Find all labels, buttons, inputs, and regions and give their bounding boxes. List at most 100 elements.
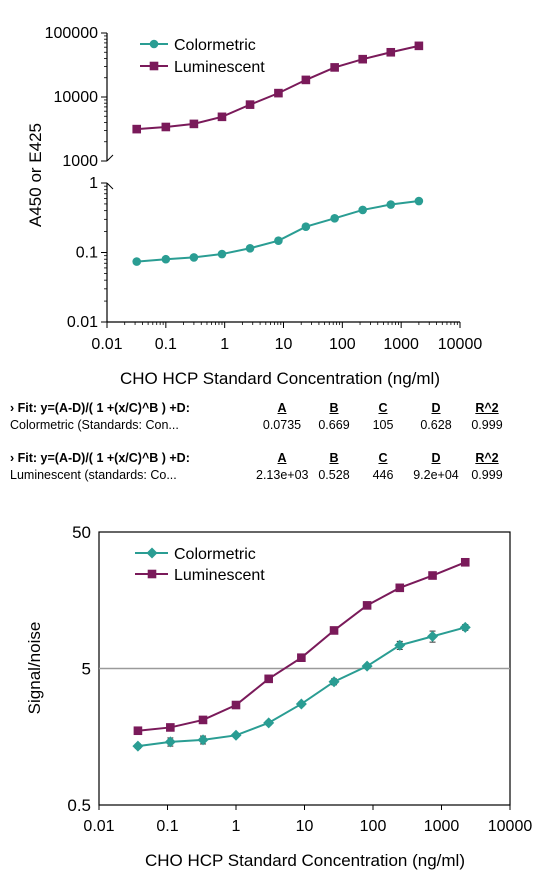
data-point-luminescent	[133, 726, 143, 736]
fit-value-c: 446	[372, 468, 394, 482]
data-point-colormetric	[301, 222, 311, 232]
data-point-luminescent	[362, 601, 372, 610]
legend-label-luminescent: Luminescent	[174, 59, 265, 76]
data-point-luminescent	[166, 723, 175, 732]
axis-break-mark	[106, 182, 114, 190]
fit-col-b: B	[329, 401, 339, 415]
fit-value-r2: 0.999	[471, 468, 503, 482]
data-point-colormetric	[394, 639, 406, 651]
data-point-luminescent	[460, 557, 470, 567]
x-tick-label: 100	[360, 818, 387, 835]
x-tick-label: 10000	[488, 818, 533, 835]
data-point-colormetric	[328, 676, 340, 688]
data-point-colormetric	[274, 236, 283, 245]
y-tick-label: 10000	[54, 89, 99, 106]
fit-col-d: D	[431, 451, 441, 465]
x-tick-label: 0.01	[83, 818, 114, 835]
fit-col-a: A	[277, 451, 287, 465]
fit-header: › Fit: y=(A-D)/( 1 +(x/C)^B ) +D:	[10, 401, 190, 415]
x-tick-label: 0.1	[155, 336, 177, 353]
data-point-luminescent	[132, 124, 142, 134]
y-axis-label: A450 or E425	[26, 123, 45, 227]
data-point-luminescent	[358, 54, 368, 64]
fit-col-r2: R^2	[475, 401, 499, 415]
data-point-colormetric	[161, 254, 171, 264]
data-point-colormetric	[295, 698, 307, 710]
plot-frame	[98, 531, 511, 806]
series-line-colormetric	[137, 626, 466, 748]
legend-marker-luminescent	[147, 569, 157, 579]
data-point-colormetric	[414, 196, 424, 206]
x-tick-label: 0.01	[91, 336, 122, 353]
data-point-luminescent	[414, 41, 424, 51]
legend-marker-colormetric	[146, 547, 158, 559]
fit-table-luminescent: › Fit: y=(A-D)/( 1 +(x/C)^B ) +D: A B C …	[10, 450, 524, 484]
y-tick-label: 0.01	[67, 314, 98, 331]
chart-a450-e425: 100000 10000 1000 1 0.1 0.01 0.01 0.1 1 10 100 1000…	[26, 25, 483, 388]
axis-break-mark	[106, 154, 114, 162]
fit-value-a: 0.0735	[262, 418, 302, 432]
y-tick-label: 50	[72, 523, 91, 542]
x-tick-label: 1000	[424, 818, 460, 835]
fit-value-a: 2.13e+03	[256, 468, 309, 482]
series-line-luminescent	[137, 561, 466, 732]
data-point-luminescent	[217, 112, 227, 122]
fit-col-a: A	[277, 401, 287, 415]
fit-col-r2: R^2	[475, 451, 499, 465]
data-point-luminescent	[297, 653, 306, 662]
legend-label-colormetric: Colormetric	[174, 37, 256, 54]
data-point-colormetric	[132, 257, 142, 266]
legend-label-luminescent: Luminescent	[174, 567, 265, 584]
data-point-luminescent	[395, 583, 405, 593]
fit-label: Luminescent (standards: Co...	[10, 468, 177, 482]
fit-table-colormetric: › Fit: y=(A-D)/( 1 +(x/C)^B ) +D: A B C …	[10, 400, 524, 434]
x-tick-label: 10000	[438, 336, 483, 353]
fit-col-c: C	[378, 451, 388, 465]
data-point-luminescent	[198, 715, 208, 725]
series-line-colormetric	[136, 200, 420, 263]
fit-col-d: D	[431, 401, 441, 415]
y-tick-label: 1	[89, 175, 98, 192]
data-point-colormetric	[189, 253, 199, 262]
fit-col-b: B	[329, 451, 339, 465]
legend-marker-luminescent	[149, 61, 159, 71]
x-axis-label: CHO HCP Standard Concentration (ng/ml)	[145, 851, 465, 870]
data-point-luminescent	[161, 122, 171, 132]
x-tick-label: 100	[329, 336, 356, 353]
fit-value-b: 0.669	[318, 418, 350, 432]
data-point-luminescent	[301, 75, 311, 85]
legend-label-colormetric: Colormetric	[174, 546, 256, 563]
y-tick-label: 1000	[62, 153, 98, 170]
fit-value-d: 0.628	[420, 418, 452, 432]
data-point-luminescent	[231, 700, 241, 710]
fit-value-d: 9.2e+04	[413, 468, 459, 482]
data-point-luminescent	[329, 626, 339, 635]
fit-header: › Fit: y=(A-D)/( 1 +(x/C)^B ) +D:	[10, 451, 190, 465]
x-axis-label: CHO HCP Standard Concentration (ng/ml)	[120, 369, 440, 388]
data-point-luminescent	[264, 674, 273, 684]
fit-value-c: 105	[372, 418, 394, 432]
data-point-colormetric	[164, 736, 176, 748]
data-point-luminescent	[330, 63, 339, 72]
data-point-colormetric	[358, 205, 368, 215]
data-point-colormetric	[330, 214, 339, 223]
fit-value-r2: 0.999	[471, 418, 503, 432]
data-point-colormetric	[245, 243, 255, 253]
data-point-colormetric	[230, 729, 242, 741]
y-axis-label: Signal/noise	[25, 622, 44, 715]
data-point-colormetric	[427, 630, 439, 642]
data-point-colormetric	[386, 200, 396, 209]
data-point-luminescent	[189, 119, 199, 129]
x-tick-label: 1000	[383, 336, 419, 353]
y-tick-label: 5	[82, 660, 91, 679]
x-tick-label: 1	[232, 818, 241, 835]
data-point-luminescent	[274, 88, 283, 98]
x-tick-label: 10	[296, 818, 314, 835]
x-tick-label: 1	[220, 336, 229, 353]
data-point-colormetric	[197, 734, 209, 746]
data-point-colormetric	[459, 621, 471, 633]
data-point-luminescent	[245, 100, 255, 109]
fit-label: Colormetric (Standards: Con...	[10, 418, 179, 432]
data-point-colormetric	[263, 717, 275, 729]
y-tick-label: 0.5	[67, 796, 91, 815]
